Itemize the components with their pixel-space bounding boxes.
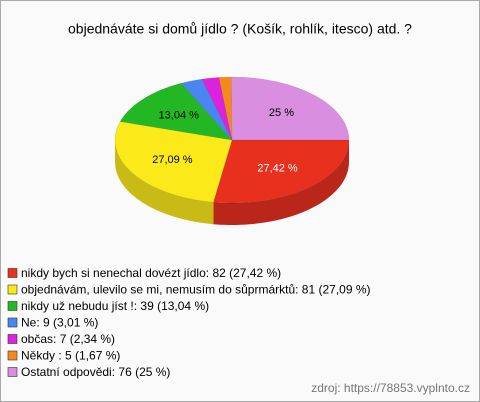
slice: [119, 82, 233, 141]
slice-side: [115, 140, 214, 225]
legend-swatch: [7, 284, 18, 295]
data-label: 27,09 %: [152, 154, 193, 166]
slice: [114, 121, 233, 203]
slice-side: [213, 140, 349, 225]
legend-swatch: [7, 301, 18, 311]
data-label: 27,42 %: [257, 163, 298, 175]
legend-swatch: [7, 367, 18, 377]
legend-label: Ostatní odpovědi: 76 (25 %): [21, 365, 170, 379]
legend-swatch: [7, 334, 18, 344]
data-label: 25 %: [269, 107, 294, 119]
legend-swatch: [7, 350, 18, 361]
legend-label: Někdy : 5 (1,67 %): [21, 349, 120, 363]
slice: [201, 77, 233, 141]
slice: [230, 76, 350, 141]
legend-label: občas: 7 (2,34 %): [21, 332, 115, 346]
slice: [218, 76, 233, 141]
legend-label: objednávám, ulevilo se mi, nemusím do sů…: [21, 283, 371, 297]
source: zdroj: https://78853.vyplnto.cz: [311, 381, 470, 395]
legend-label: Ne: 9 (3,01 %): [21, 316, 98, 330]
legend-label: nikdy bych si nenechal dovézt jídlo: 82 …: [21, 266, 281, 280]
chart-title: objednáváte si domů jídlo ? (Košík, rohl…: [68, 21, 412, 37]
legend-label: nikdy už nebudu jíst !: 39 (13,04 %): [21, 299, 209, 313]
slice: [180, 78, 233, 141]
legend-swatch: [7, 268, 18, 278]
data-label: 13,04 %: [159, 109, 200, 121]
legend-swatch: [7, 317, 18, 328]
slice: [213, 139, 350, 204]
